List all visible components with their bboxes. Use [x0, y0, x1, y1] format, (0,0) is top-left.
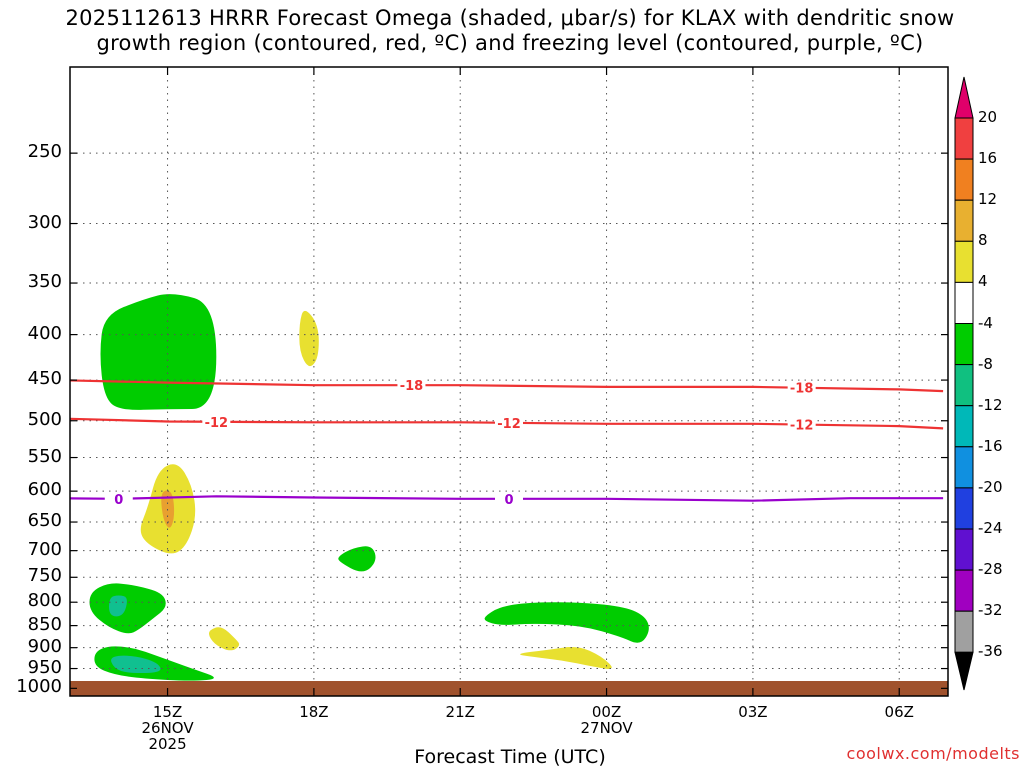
colorbar-band-10: [954, 528, 974, 571]
omega-region-6: [109, 595, 127, 617]
colorbar-label-4: 4: [978, 272, 988, 291]
contour-label-0-0: 0: [114, 493, 123, 508]
omega-region-0: [100, 294, 217, 410]
y-tick-label-850: 850: [27, 613, 62, 635]
colorbar-label-10: -24: [978, 519, 1003, 537]
colorbar-label-12: -32: [978, 601, 1003, 620]
colorbar-band-6: [954, 364, 974, 407]
contour-label--18-0: -18: [400, 379, 424, 394]
colorbar-label-8: -16: [978, 436, 1003, 455]
colorbar-band-7: [954, 405, 974, 448]
colorbar-label-6: -8: [978, 354, 993, 373]
omega-region-11: [520, 647, 612, 669]
colorbar-band-5: [954, 323, 974, 366]
colorbar-label-9: -20: [978, 477, 1003, 496]
chart-title-line2: growth region (contoured, red, ºC) and f…: [96, 31, 924, 55]
colorbar-label-11: -28: [978, 560, 1003, 579]
colorbar-label-7: -12: [978, 395, 1003, 414]
y-tick-label-300: 300: [27, 211, 62, 233]
colorbar-band-11: [954, 569, 974, 612]
contour-label-bg--12-1: [495, 415, 523, 430]
plot-frame: [69, 66, 949, 697]
omega-region-4: [338, 546, 376, 572]
contour-label-bg-0-1: [495, 491, 523, 506]
colorbar-band-0: [954, 117, 974, 160]
y-tick-label-600: 600: [27, 479, 62, 501]
contour-label-bg-0-0: [104, 491, 133, 506]
y-tick-label-350: 350: [27, 271, 62, 293]
y-tick-label-800: 800: [27, 590, 62, 612]
contour--18: [70, 379, 944, 393]
omega-region-9: [209, 627, 240, 651]
contour-label--12-2: -12: [790, 419, 814, 434]
plot-area: -18 -18 -12 -12 -12 0 0: [70, 67, 948, 696]
y-tick-label-550: 550: [27, 445, 62, 467]
y-tick-label-450: 450: [27, 368, 62, 390]
colorbar-band-3: [954, 240, 974, 283]
colorbar-label-2: 12: [978, 190, 998, 209]
omega-region-10: [484, 602, 649, 643]
y-tick-label-900: 900: [27, 635, 62, 657]
colorbar-band-12: [954, 610, 974, 653]
contour-label-bg--18-1: [787, 380, 816, 395]
colorbar-label-1: 16: [978, 149, 998, 168]
contour-label-bg--12-2: [787, 417, 816, 432]
y-tick-label-950: 950: [27, 656, 62, 678]
colorbar-band-4: [954, 281, 974, 324]
colorbar-band-8: [954, 446, 974, 489]
colorbar-label-0: 20: [978, 108, 998, 126]
y-tick-label-650: 650: [27, 510, 62, 532]
contour-label-bg--12-0: [202, 414, 231, 429]
x-tick-label-18Z: 18Z: [299, 703, 329, 721]
y-tick-label-250: 250: [27, 141, 62, 163]
colorbar-label-5: -4: [978, 313, 993, 332]
contour-0: [70, 495, 944, 502]
colorbar-band-2: [954, 199, 974, 242]
omega-region-1: [299, 310, 319, 367]
omega-region-5: [89, 583, 166, 634]
colorbar-band-1: [954, 158, 974, 201]
x-tick-label-15Z: 15Z 26NOV 2025: [141, 703, 194, 753]
chart-title: 2025112613 HRRR Forecast Omega (shaded, …: [0, 6, 1020, 56]
y-tick-label-750: 750: [27, 565, 62, 587]
ground-strip: [70, 681, 948, 696]
colorbar-band-9: [954, 487, 974, 530]
colorbar-bottom-arrow: [954, 651, 974, 691]
colorbar-top-arrow: [954, 76, 974, 119]
x-tick-label-03Z: 03Z: [738, 703, 768, 721]
site-credit[interactable]: coolwx.com/modelts: [846, 744, 1020, 763]
contour-label-0-1: 0: [504, 493, 513, 508]
contour--12: [70, 417, 944, 430]
colorbar-label-3: 8: [978, 231, 988, 250]
chart-title-line1: 2025112613 HRRR Forecast Omega (shaded, …: [65, 6, 955, 30]
y-tick-label-500: 500: [27, 408, 62, 430]
colorbar-label-13: -36: [978, 642, 1003, 661]
x-tick-label-21Z: 21Z: [445, 703, 475, 721]
y-tick-label-400: 400: [27, 322, 62, 344]
y-tick-label-700: 700: [27, 538, 62, 560]
x-tick-label-06Z: 06Z: [884, 703, 914, 721]
y-tick-label-1000: 1000: [16, 676, 62, 698]
contour-label--18-1: -18: [790, 382, 814, 397]
x-axis-title: Forecast Time (UTC): [414, 746, 606, 768]
contour-label-bg--18-0: [397, 378, 426, 393]
x-tick-label-00Z: 00Z 27NOV: [580, 703, 633, 737]
contour-label--12-0: -12: [205, 416, 229, 431]
contour-label--12-1: -12: [497, 417, 521, 432]
